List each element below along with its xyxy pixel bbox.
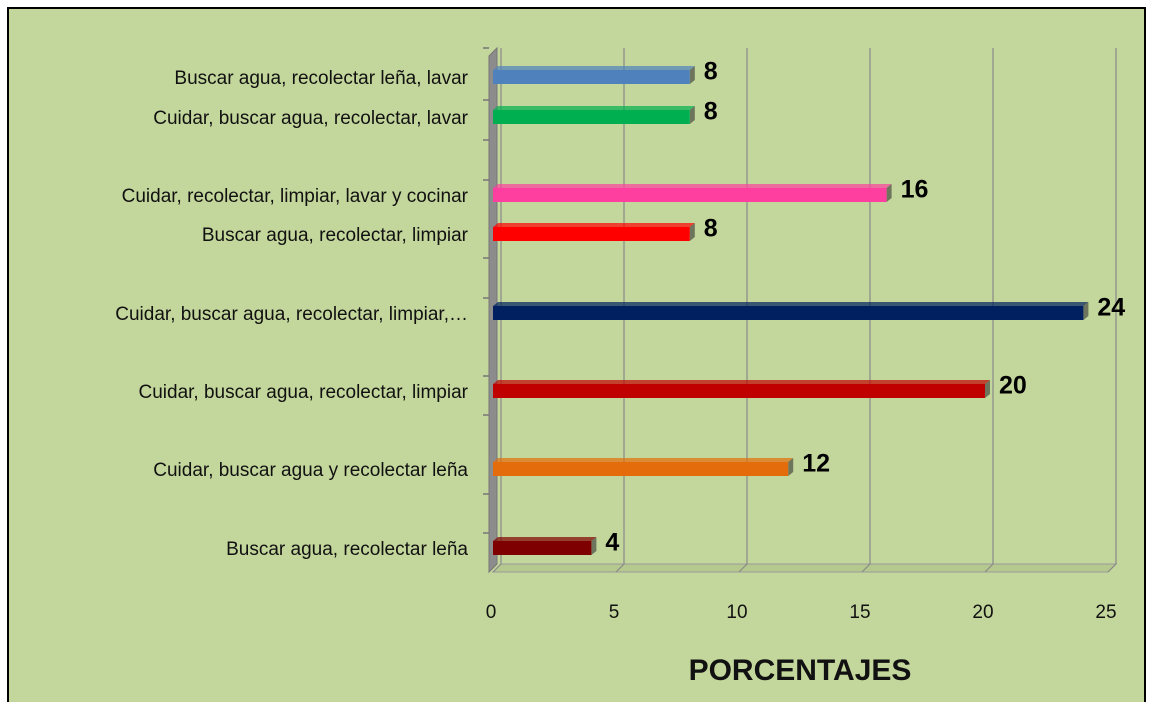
x-tick-label: 15 (849, 602, 870, 623)
bar-side (591, 537, 597, 555)
bar-side (689, 106, 695, 124)
bar-top (493, 66, 695, 70)
bar-side (886, 184, 892, 202)
y-tick-label: Cuidar, buscar agua y recolectar leña (153, 460, 468, 481)
x-tick-label: 0 (486, 602, 497, 623)
data-label: 16 (901, 176, 929, 204)
y-tick-label: Buscar agua, recolectar leña, lavar (174, 68, 468, 89)
bar-side (985, 380, 990, 398)
grid-line (738, 48, 748, 573)
y-tick-label: Cuidar, buscar agua, recolectar, lavar (153, 108, 468, 129)
data-label: 12 (802, 450, 830, 478)
x-tick-label: 10 (726, 602, 747, 623)
bar-top (493, 537, 597, 541)
bar (493, 227, 690, 241)
bar-side (788, 458, 794, 476)
bar-top (493, 380, 990, 384)
y-tick-label: Cuidar, buscar agua, recolectar, limpiar (139, 382, 469, 403)
grid-line (615, 48, 625, 573)
data-label: 8 (704, 98, 718, 126)
bar (493, 306, 1084, 320)
data-label: 4 (605, 529, 619, 557)
bar-top (493, 458, 794, 462)
x-axis-label: PORCENTAJES (689, 654, 912, 687)
bar-top (493, 184, 892, 188)
bar-side (1083, 302, 1089, 320)
data-label: 20 (999, 372, 1027, 400)
data-label: 24 (1097, 294, 1125, 322)
bar (493, 188, 887, 202)
x-tick-label: 20 (972, 602, 993, 623)
bar-top (493, 223, 695, 227)
bar (493, 70, 690, 84)
data-label: 8 (704, 215, 718, 243)
bar-top (493, 106, 695, 110)
bar (493, 541, 592, 555)
x-tick-label: 25 (1095, 602, 1116, 623)
bar (493, 110, 690, 124)
bar-side (689, 223, 695, 241)
bar-side (689, 66, 695, 84)
y-tick-label: Cuidar, buscar agua, recolectar, limpiar… (115, 304, 468, 325)
grid-line (1107, 48, 1117, 573)
floor (491, 563, 1118, 573)
grid-line (492, 48, 502, 573)
x-tick-label: 5 (609, 602, 620, 623)
bar-top (493, 302, 1089, 306)
bar (493, 462, 789, 476)
y-tick-label: Buscar agua, recolectar, limpiar (202, 225, 469, 246)
grid-line (984, 48, 994, 573)
grid-line (861, 48, 871, 573)
data-label: 8 (704, 58, 718, 86)
y-tick-label: Buscar agua, recolectar leña (226, 539, 468, 560)
y-tick-label: Cuidar, recolectar, limpiar, lavar y coc… (122, 186, 469, 207)
bar (493, 384, 985, 398)
